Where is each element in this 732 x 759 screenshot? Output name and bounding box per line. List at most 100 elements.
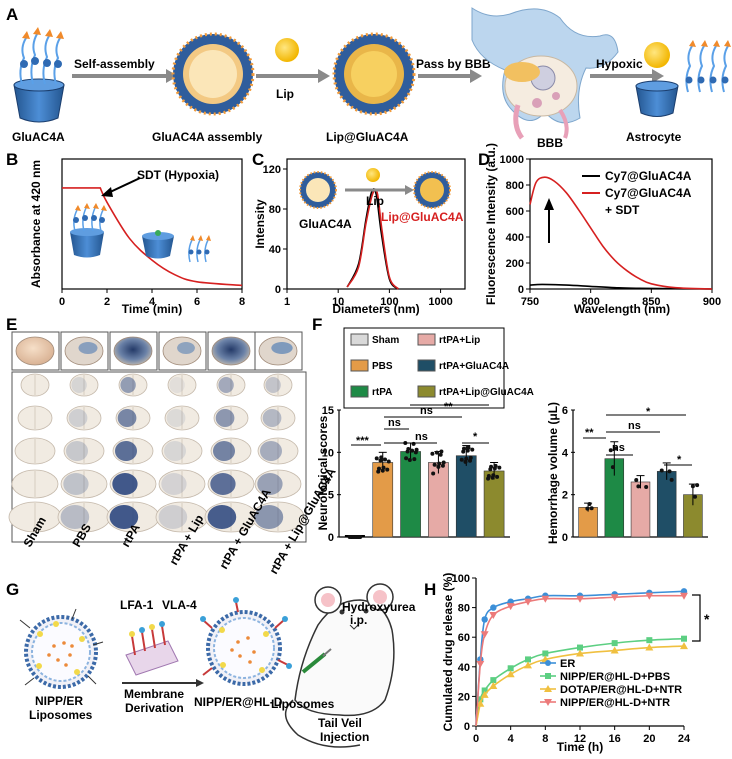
panel-h-xtick-label: 20 <box>643 733 655 745</box>
bar-pbs <box>372 462 394 538</box>
gluac4a-assembly-sphere <box>171 32 255 116</box>
infarct-region <box>166 409 186 427</box>
panel-d-legend-1: Cy7@GluAC4A <box>605 169 692 183</box>
infarct-region <box>117 409 137 427</box>
infarct-stain <box>78 342 98 354</box>
panel-f-right-significance: ** ns ns * * <box>583 406 692 466</box>
panel-f-left-bars <box>344 441 505 539</box>
panel-d-legend-2: Cy7@GluAC4A <box>605 186 692 200</box>
data-point <box>410 448 415 453</box>
whole-brain-image <box>15 336 55 366</box>
panel-d: D 750 800 850 900 0 200 400 600 800 1000 Cy7@GluA… <box>478 143 721 316</box>
panel-f-right-ylabel: Hemorrhage volume (μL) <box>546 402 560 544</box>
panel-c-xtick-label: 1 <box>284 296 290 308</box>
bar-rtpa-gluac4a <box>455 455 477 538</box>
panel-h-ytick-label: 100 <box>452 573 470 585</box>
panel-g: G NIPP/ER Liposomes LFA-1 VLA-4 Membrane… <box>6 580 416 748</box>
label-membrane: Membrane <box>124 687 184 701</box>
panel-label-f: F <box>312 315 322 334</box>
data-point <box>491 473 496 478</box>
panel-f-left-significance: *** ns ns ns ** * <box>351 401 489 447</box>
data-point <box>374 456 379 461</box>
panel-c-inset-spheres <box>299 168 451 209</box>
panel-h-ticks: 0 4 8 12 16 20 24 0 20 40 60 80 100 <box>452 573 691 745</box>
release-point <box>576 595 584 603</box>
panel-label-c: C <box>252 150 264 169</box>
data-point <box>436 464 441 469</box>
panel-f-legend-box <box>343 327 505 409</box>
data-point <box>432 462 437 467</box>
data-point <box>385 467 390 472</box>
release-point <box>524 661 532 669</box>
panel-e: E Sham PBS rtPA rtPA + Lip rtPA + GluAC4… <box>6 315 339 577</box>
release-point <box>480 690 489 698</box>
whole-brain-image <box>113 336 153 366</box>
panel-h-xlabel: Time (h) <box>557 740 603 754</box>
release-point <box>525 656 531 663</box>
legend-label: ER <box>560 658 575 670</box>
legend-marker <box>545 660 551 666</box>
data-point <box>380 468 385 473</box>
release-point <box>645 592 654 600</box>
release-point <box>476 699 485 707</box>
label-hydroxyurea: Hydroxyurea <box>342 600 416 614</box>
sig-left-1: *** <box>356 435 370 447</box>
infarct-region <box>66 441 88 461</box>
arrow-label-hypoxic: Hypoxic <box>596 57 643 71</box>
panel-c-ytick-label: 0 <box>275 284 281 296</box>
panel-a: A Self-assembly L <box>6 5 731 150</box>
panel-d-ytick-label: 200 <box>506 258 524 270</box>
sig-right-1: ** <box>585 427 594 439</box>
data-point <box>381 465 386 470</box>
release-point <box>506 603 515 611</box>
panel-h-xtick-label: 16 <box>609 733 621 745</box>
legend-rtpa: rtPA <box>372 387 392 398</box>
data-point <box>431 471 436 476</box>
release-point <box>681 635 687 642</box>
panel-b-xtick-label: 6 <box>194 296 200 308</box>
panel-h-xtick-label: 8 <box>542 733 548 745</box>
release-point <box>680 642 688 650</box>
data-point <box>437 461 442 466</box>
label-derivation: Derivation <box>125 701 184 715</box>
data-point <box>434 450 439 455</box>
panel-h-xtick-label: 4 <box>508 733 515 745</box>
data-point <box>406 446 411 451</box>
ytick-label: 4 <box>562 447 569 459</box>
sig-left-2: ns <box>388 417 401 429</box>
sig-right-2: ns <box>612 442 625 454</box>
panel-label-b: B <box>6 150 18 169</box>
infarct-region <box>63 473 89 495</box>
data-point <box>378 458 383 463</box>
data-point <box>659 468 664 473</box>
label-nipp-er-hl-d: NIPP/ER@HL-D <box>194 695 283 709</box>
infarct-region <box>120 377 136 393</box>
panel-b-xticks: 0 2 4 6 8 <box>59 289 245 308</box>
infarct-region <box>60 505 90 529</box>
legend-marker <box>545 673 551 679</box>
panel-b-cup-icon <box>142 230 174 259</box>
ytick-label: 5 <box>328 490 334 502</box>
data-point <box>493 463 498 468</box>
sig-left-4: ns <box>420 405 433 417</box>
caption-bbb: BBB <box>537 136 563 150</box>
panel-label-e: E <box>6 315 17 334</box>
infarct-stain <box>177 342 195 354</box>
panel-b-xtick-label: 4 <box>149 296 156 308</box>
release-point <box>506 670 515 678</box>
bar-rtpa-lip-gluac4a <box>483 470 505 538</box>
panel-d-xtick-label: 900 <box>703 296 721 308</box>
panel-d-xtick-label: 850 <box>642 296 660 308</box>
release-point <box>489 682 498 690</box>
sig-left-3: ns <box>415 431 428 443</box>
release-point <box>542 650 549 657</box>
data-point <box>414 447 419 452</box>
panel-d-axes <box>529 158 713 290</box>
panel-d-xtick-label: 800 <box>581 296 599 308</box>
bar-pbs <box>578 507 598 538</box>
sig-right-3: ns <box>628 420 641 432</box>
data-point <box>585 506 590 511</box>
bar-rtpa-gluac4a <box>656 471 677 538</box>
